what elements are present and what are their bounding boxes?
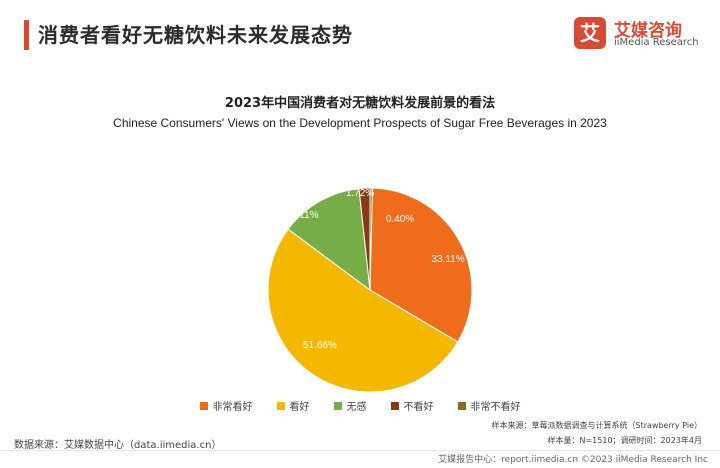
chart-title: 2023年中国消费者对无糖饮料发展前景的看法	[224, 96, 496, 111]
slice-label-2: 51.66%	[303, 340, 337, 351]
legend-swatch	[390, 401, 399, 410]
legend-item-4: 不看好	[390, 398, 434, 413]
pie-slice-2	[267, 228, 459, 393]
legend-item-2: 看好	[276, 398, 310, 413]
title-accent-bar	[24, 20, 29, 50]
pie-slice-3	[287, 188, 371, 292]
legend-label: 不看好	[403, 402, 434, 413]
legend-label: 看好	[289, 402, 310, 413]
legend-item-5: 非常不看好	[457, 398, 521, 413]
slice-label-3: 13.11%	[285, 210, 318, 221]
legend-swatch	[457, 401, 466, 410]
slice-label-5: 0.40%	[386, 214, 414, 225]
logo-english-name: iiMedia Research	[614, 37, 699, 48]
pie-slice-4	[358, 187, 371, 291]
slice-label-1: 33.11%	[431, 254, 464, 265]
footer-text: 艾媒报告中心：report.iimedia.cn ©2023 iiMedia R…	[438, 455, 708, 465]
sample-size: 样本量：N=1510；调研时间：2023年4月	[547, 436, 703, 445]
logo-chinese-name: 艾媒咨询	[614, 21, 682, 41]
footer-divider	[0, 450, 720, 451]
chart-subtitle: Chinese Consumers' Views on the Developm…	[113, 116, 607, 130]
legend-item-3: 无感	[333, 398, 367, 413]
pie-slice-1	[369, 187, 473, 343]
legend-label: 非常看好	[212, 402, 253, 413]
legend-swatch	[276, 401, 285, 410]
legend-swatch	[199, 401, 208, 410]
legend-label: 非常不看好	[470, 402, 521, 413]
logo-mark-icon: 艾	[574, 17, 606, 49]
slice-label-4: 1.72%	[346, 188, 374, 199]
legend-swatch	[333, 401, 342, 410]
legend-label: 无感	[346, 402, 367, 413]
legend-item-1: 非常看好	[199, 398, 253, 413]
page-title: 消费者看好无糖饮料未来发展态势	[38, 23, 353, 47]
sample-source: 样本来源：草莓派数据调查与计算系统（Strawberry Pie）	[491, 421, 702, 430]
iimedia-logo: 艾 艾媒咨询 iiMedia Research	[574, 15, 702, 57]
chart-legend: 非常看好 看好 无感 不看好 非常不看好	[0, 398, 720, 413]
data-source: 数据来源：艾媒数据中心（data.iimedia.cn）	[14, 440, 222, 451]
